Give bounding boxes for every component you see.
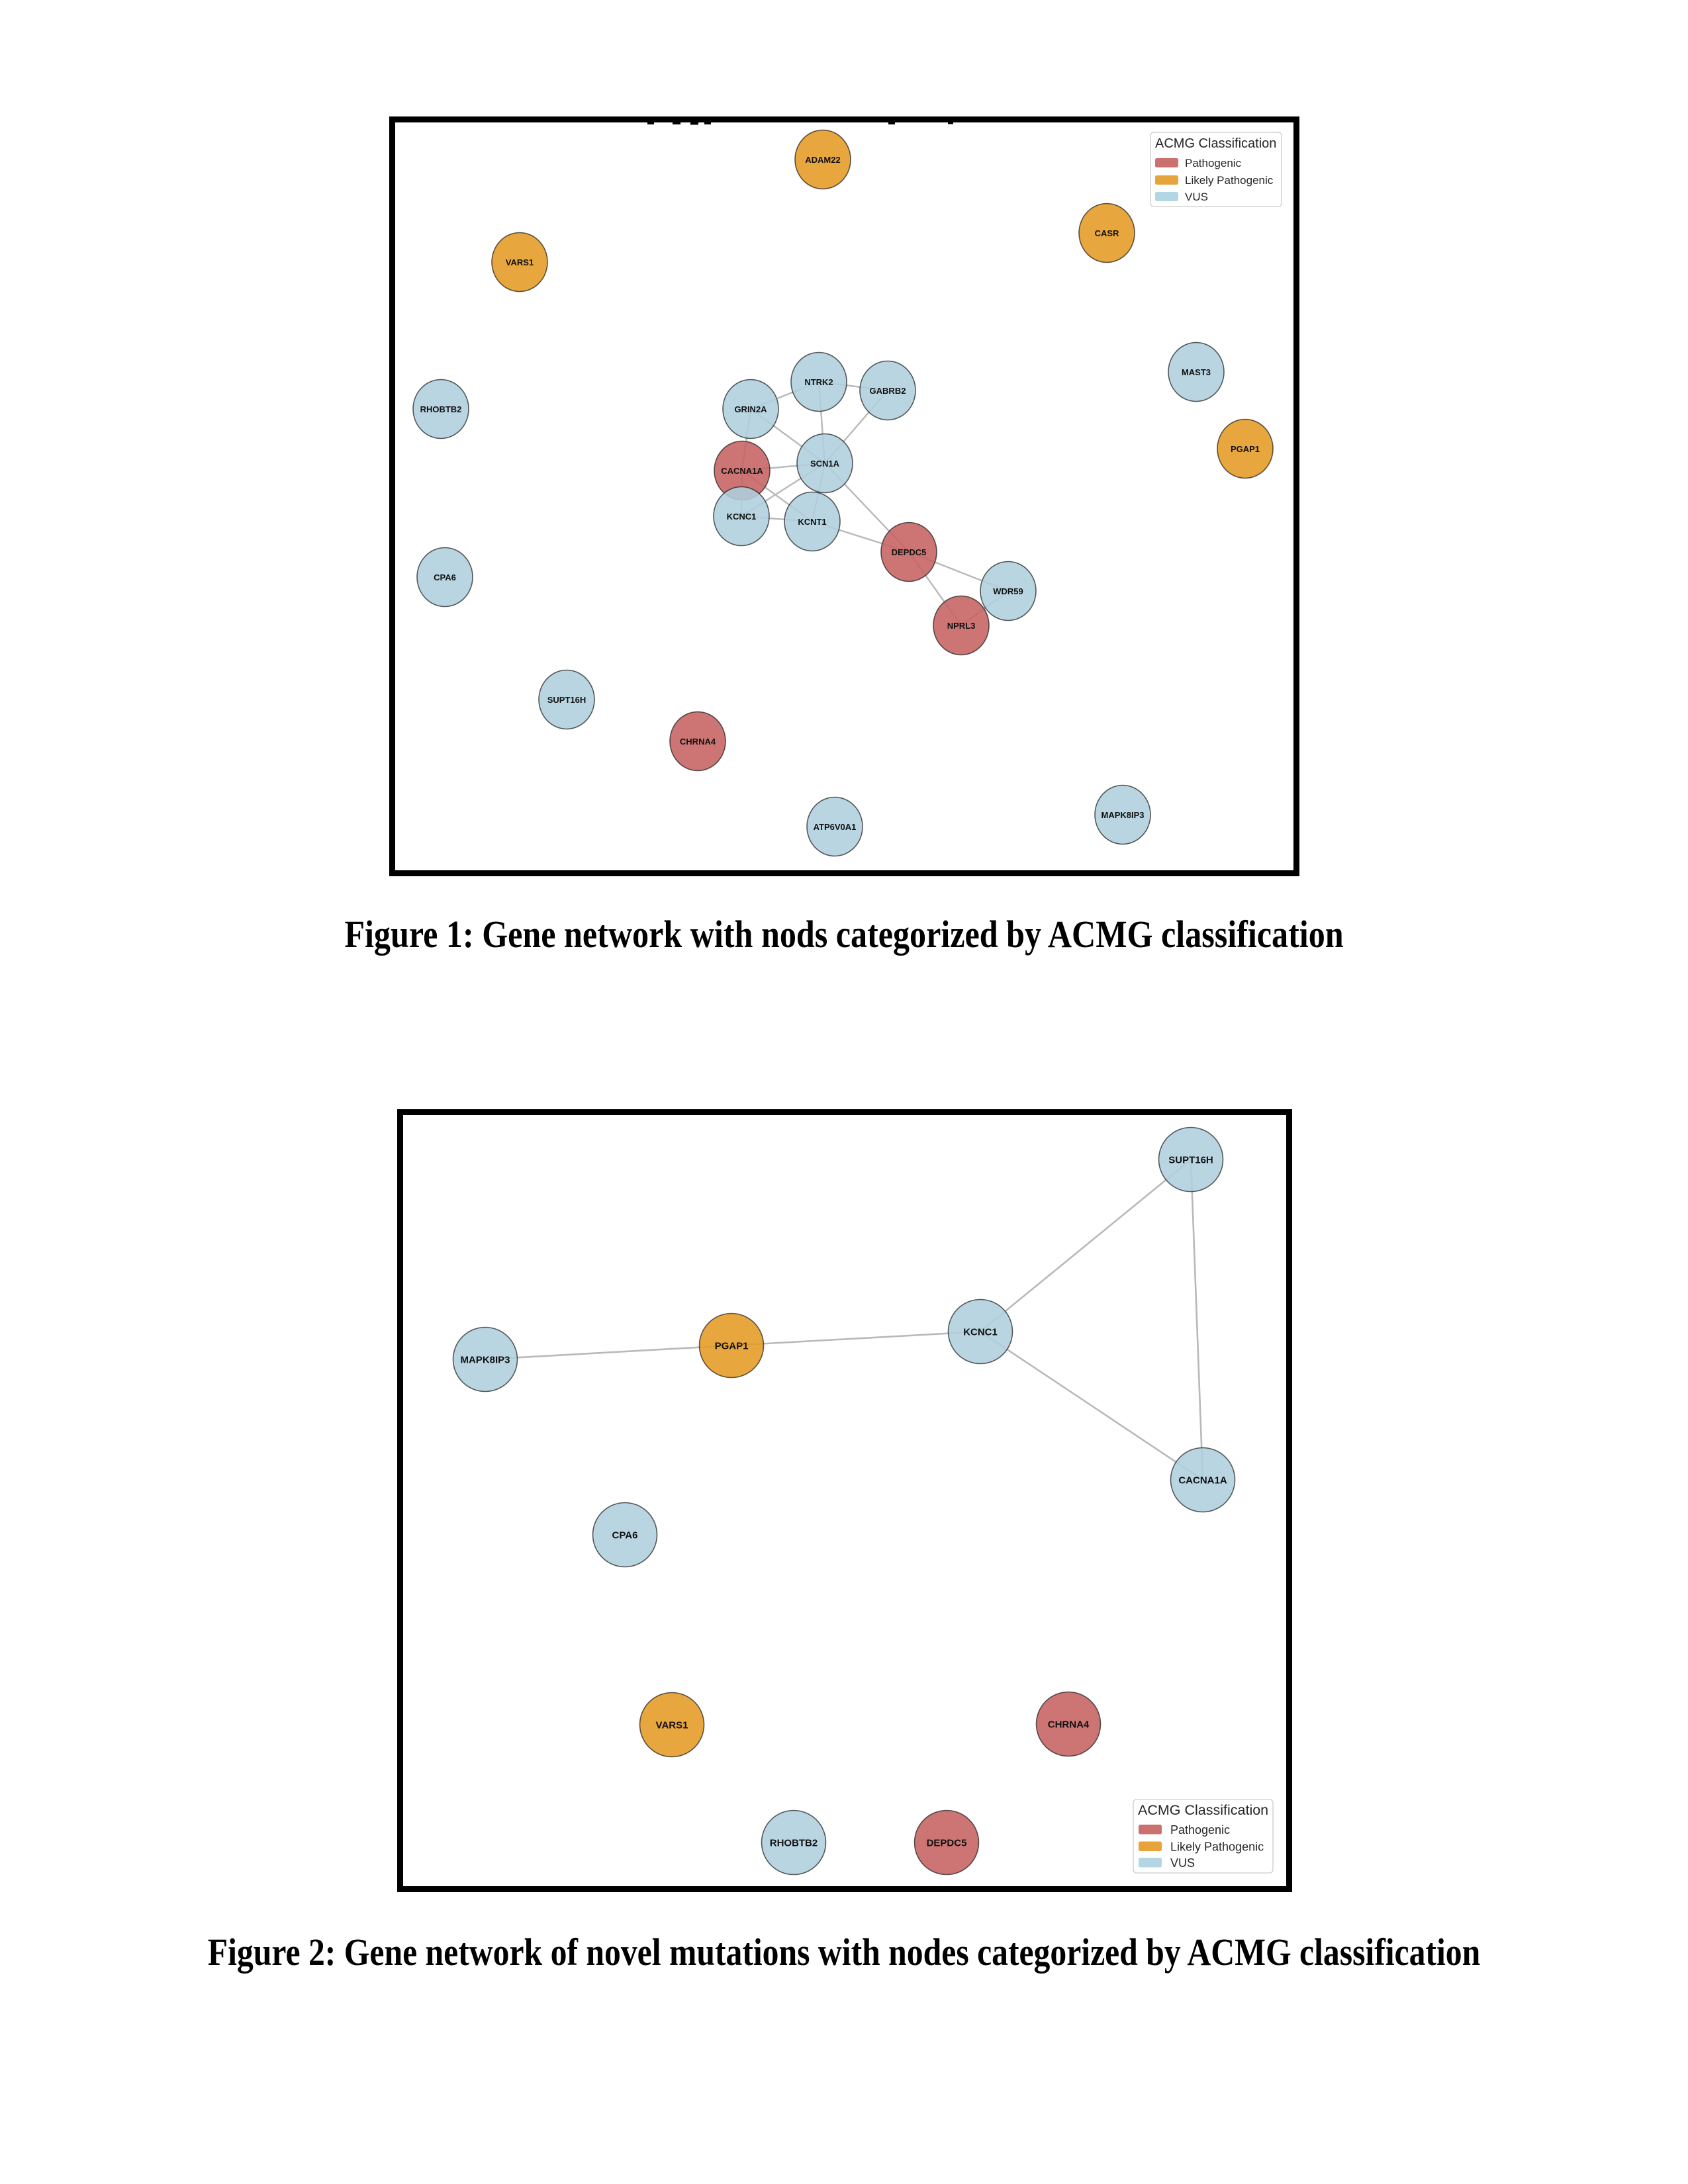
svg-text:DEPDC5: DEPDC5 [927,1838,967,1849]
svg-text:NTRK2: NTRK2 [804,377,833,387]
svg-text:VUS: VUS [1185,191,1208,203]
svg-text:CHRNA4: CHRNA4 [680,737,716,747]
svg-text:CASR: CASR [1095,228,1119,238]
svg-text:VUS: VUS [1170,1856,1195,1870]
svg-text:NPRL3: NPRL3 [947,621,976,631]
svg-text:CPA6: CPA6 [434,572,456,582]
svg-text:ADAM22: ADAM22 [805,155,840,165]
svg-text:PGAP1: PGAP1 [1231,444,1260,454]
svg-text:GRIN2A: GRIN2A [734,404,767,414]
svg-text:CACNA1A: CACNA1A [721,466,763,476]
svg-text:VARS1: VARS1 [506,257,534,267]
svg-text:SUPT16H: SUPT16H [1168,1155,1213,1166]
svg-text:KCNC1: KCNC1 [727,512,757,522]
svg-text:Likely Pathogenic: Likely Pathogenic [1185,174,1274,187]
svg-text:CACNA1A: CACNA1A [1178,1475,1227,1486]
svg-text:ACMG Classification: ACMG Classification [1155,136,1276,151]
svg-text:MAPK8IP3: MAPK8IP3 [460,1355,510,1366]
svg-text:KCNC1: KCNC1 [963,1327,998,1338]
svg-text:CHRNA4: CHRNA4 [1048,1719,1090,1731]
svg-text:VARS1: VARS1 [656,1720,688,1731]
svg-text:MAST3: MAST3 [1182,367,1211,377]
svg-text:ACMG Classification: ACMG Classification [1138,1802,1268,1818]
svg-text:PGAP1: PGAP1 [715,1341,749,1352]
svg-text:WDR59: WDR59 [993,586,1023,596]
svg-text:KCNT1: KCNT1 [798,517,826,527]
svg-text:Pathogenic: Pathogenic [1185,157,1242,169]
svg-text:Likely Pathogenic: Likely Pathogenic [1170,1841,1264,1854]
svg-text:SCN1A: SCN1A [810,459,840,469]
svg-text:RHOBTB2: RHOBTB2 [420,404,462,414]
svg-text:RHOBTB2: RHOBTB2 [770,1838,818,1849]
svg-text:GABRB2: GABRB2 [870,386,906,396]
svg-text:MAPK8IP3: MAPK8IP3 [1101,810,1144,820]
svg-text:SUPT16H: SUPT16H [547,695,586,705]
svg-text:DEPDC5: DEPDC5 [892,547,927,557]
svg-text:CPA6: CPA6 [612,1530,638,1541]
svg-text:Pathogenic: Pathogenic [1170,1823,1230,1837]
svg-text:ATP6V0A1: ATP6V0A1 [814,822,857,832]
